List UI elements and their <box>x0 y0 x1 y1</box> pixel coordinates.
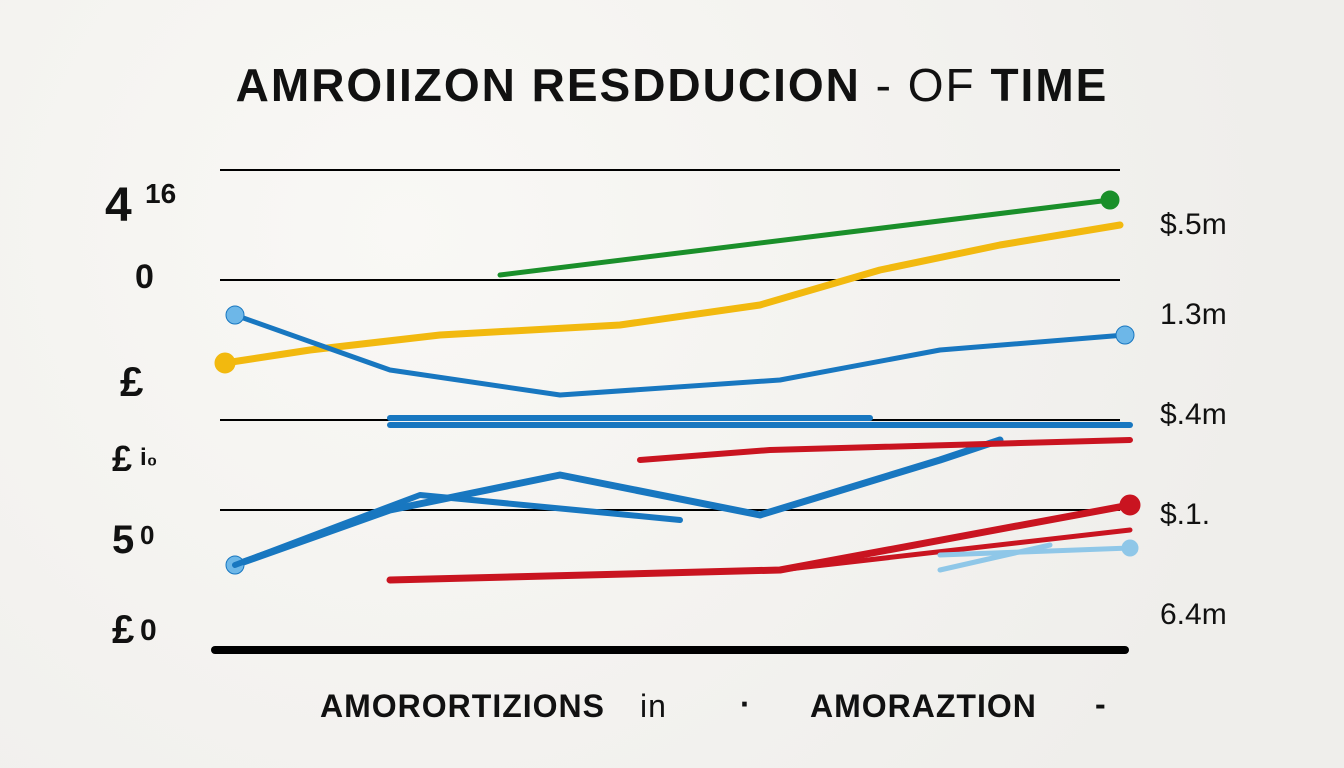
y-axis-label: 4 <box>105 178 132 233</box>
y-axis-label: £ <box>112 438 132 480</box>
x-axis-legend: AMORORTIZIONS <box>320 688 605 725</box>
x-axis-legend: IN <box>640 688 667 725</box>
right-axis-label: $.5m <box>1160 208 1227 242</box>
y-axis-label: 16 <box>145 178 176 210</box>
right-axis-label: $.4m <box>1160 398 1227 432</box>
y-axis-label: 0 <box>140 614 157 648</box>
right-axis-label: $.1. <box>1160 498 1210 532</box>
x-axis-legend: AMORAZTION <box>810 688 1037 725</box>
y-axis-label: 0 <box>135 258 154 297</box>
right-axis-label: 6.4m <box>1160 598 1227 632</box>
chart-container: { "chart": { "type": "line", "title_part… <box>0 0 1344 768</box>
y-axis-label: £ <box>112 608 134 653</box>
y-axis-label: 5 <box>112 518 134 563</box>
right-axis-label: 1.3m <box>1160 298 1227 332</box>
x-axis-legend: - <box>1095 686 1107 723</box>
chart-svg <box>0 0 1344 768</box>
x-axis-legend: · <box>740 686 752 723</box>
y-axis-label: £ <box>120 358 143 406</box>
y-axis-label: 0 <box>140 520 154 551</box>
y-axis-label: i₀ <box>140 444 157 472</box>
